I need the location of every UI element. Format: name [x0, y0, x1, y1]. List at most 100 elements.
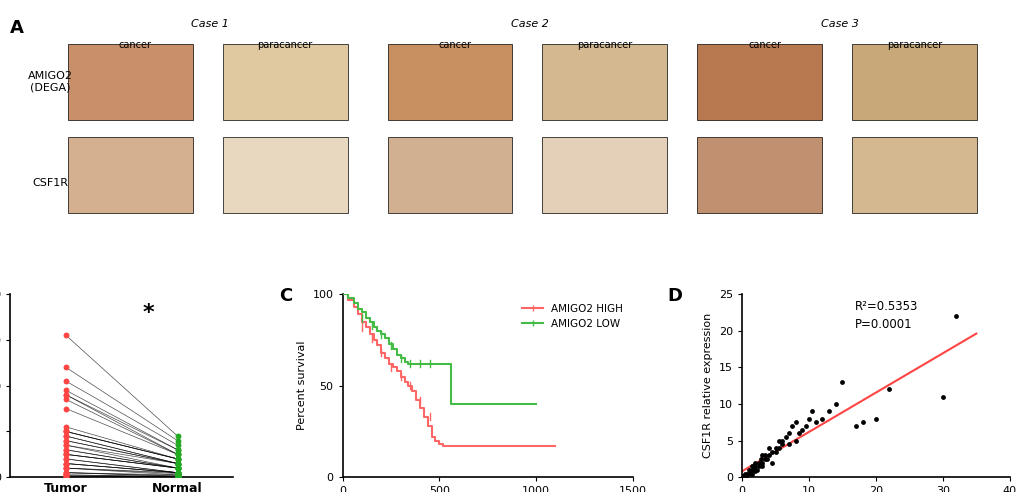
Point	[784, 422, 800, 430]
Text: paracancer: paracancer	[257, 40, 313, 50]
Point	[770, 437, 787, 445]
Text: A: A	[10, 19, 24, 37]
Point	[58, 441, 74, 449]
Point	[58, 391, 74, 399]
FancyBboxPatch shape	[387, 137, 512, 213]
Point	[169, 455, 185, 463]
Point	[763, 459, 780, 466]
Text: P=0.0001: P=0.0001	[854, 318, 911, 331]
Point	[169, 460, 185, 467]
Point	[169, 464, 185, 472]
Point	[58, 472, 74, 480]
Point	[169, 460, 185, 467]
Point	[773, 440, 790, 448]
Text: CSF1R: CSF1R	[33, 178, 68, 188]
Point	[803, 407, 819, 415]
Point	[737, 471, 753, 479]
Y-axis label: CSF1R relative expression: CSF1R relative expression	[703, 313, 712, 459]
Point	[794, 426, 810, 433]
FancyBboxPatch shape	[67, 137, 193, 213]
Point	[753, 451, 769, 459]
Point	[58, 455, 74, 463]
Point	[58, 391, 74, 399]
FancyBboxPatch shape	[852, 137, 976, 213]
Point	[58, 437, 74, 445]
Point	[169, 470, 185, 478]
Point	[58, 471, 74, 479]
Point	[740, 466, 756, 474]
Point	[58, 469, 74, 477]
Point	[770, 444, 787, 452]
Text: Case 1: Case 1	[191, 19, 229, 29]
Point	[58, 432, 74, 440]
Point	[743, 462, 759, 470]
Legend: AMIGO2 HIGH, AMIGO2 LOW: AMIGO2 HIGH, AMIGO2 LOW	[518, 299, 627, 333]
Text: cancer: cancer	[118, 40, 152, 50]
Point	[58, 469, 74, 477]
Point	[169, 460, 185, 467]
Point	[760, 444, 776, 452]
Point	[169, 460, 185, 467]
Point	[867, 415, 883, 423]
Point	[58, 364, 74, 371]
Point	[58, 472, 74, 480]
Point	[169, 471, 185, 479]
Point	[58, 437, 74, 445]
Point	[169, 437, 185, 445]
Point	[780, 440, 796, 448]
Point	[169, 469, 185, 477]
Point	[756, 451, 772, 459]
Point	[58, 332, 74, 339]
Point	[169, 450, 185, 458]
Point	[735, 472, 751, 480]
Point	[169, 469, 185, 477]
Point	[169, 469, 185, 477]
Point	[169, 464, 185, 472]
Point	[756, 455, 772, 463]
Text: Case 2: Case 2	[511, 19, 548, 29]
Point	[169, 464, 185, 472]
FancyBboxPatch shape	[697, 44, 821, 120]
Point	[752, 455, 768, 463]
Point	[58, 471, 74, 479]
Point	[826, 400, 843, 408]
FancyBboxPatch shape	[222, 44, 347, 120]
Point	[880, 385, 897, 393]
Point	[739, 470, 755, 478]
Point	[747, 459, 763, 466]
Point	[753, 462, 769, 470]
Point	[813, 415, 829, 423]
Point	[750, 462, 766, 470]
Point	[169, 472, 185, 480]
Point	[169, 455, 185, 463]
Point	[169, 455, 185, 463]
Point	[58, 455, 74, 463]
Text: paracancer: paracancer	[577, 40, 632, 50]
Point	[58, 460, 74, 467]
Point	[847, 422, 863, 430]
Text: cancer: cancer	[438, 40, 471, 50]
Point	[169, 471, 185, 479]
Point	[169, 472, 185, 480]
Point	[169, 441, 185, 449]
Point	[169, 473, 185, 481]
Point	[734, 473, 750, 481]
Point	[58, 404, 74, 412]
Point	[737, 470, 753, 478]
Point	[748, 466, 764, 474]
Point	[58, 432, 74, 440]
Point	[750, 459, 766, 466]
Point	[737, 472, 753, 480]
Point	[169, 460, 185, 467]
Point	[169, 464, 185, 472]
Point	[169, 455, 185, 463]
Point	[743, 470, 759, 478]
FancyBboxPatch shape	[67, 44, 193, 120]
Point	[933, 393, 950, 400]
Point	[169, 464, 185, 472]
Point	[820, 407, 837, 415]
Point	[807, 418, 823, 426]
FancyBboxPatch shape	[542, 137, 666, 213]
Point	[797, 422, 813, 430]
Point	[790, 430, 806, 437]
